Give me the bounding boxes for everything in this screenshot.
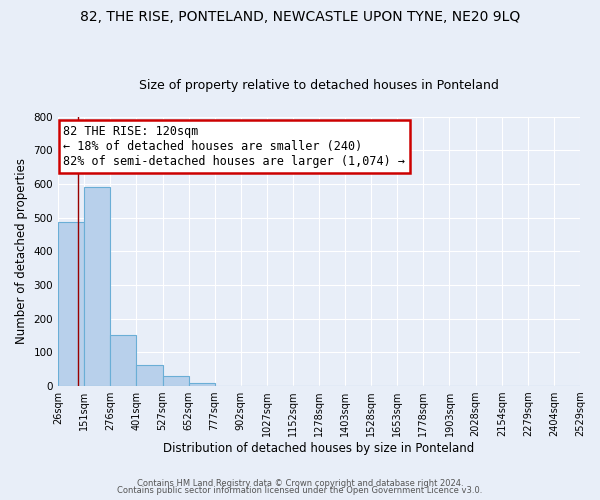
X-axis label: Distribution of detached houses by size in Ponteland: Distribution of detached houses by size … <box>163 442 475 455</box>
Bar <box>58 222 84 386</box>
Bar <box>110 336 136 386</box>
Bar <box>188 384 215 386</box>
Text: Contains HM Land Registry data © Crown copyright and database right 2024.: Contains HM Land Registry data © Crown c… <box>137 478 463 488</box>
Y-axis label: Number of detached properties: Number of detached properties <box>15 158 28 344</box>
Bar <box>136 365 163 386</box>
Bar <box>163 376 188 386</box>
Text: 82 THE RISE: 120sqm
← 18% of detached houses are smaller (240)
82% of semi-detac: 82 THE RISE: 120sqm ← 18% of detached ho… <box>63 125 405 168</box>
Bar <box>84 188 110 386</box>
Text: 82, THE RISE, PONTELAND, NEWCASTLE UPON TYNE, NE20 9LQ: 82, THE RISE, PONTELAND, NEWCASTLE UPON … <box>80 10 520 24</box>
Text: Contains public sector information licensed under the Open Government Licence v3: Contains public sector information licen… <box>118 486 482 495</box>
Title: Size of property relative to detached houses in Ponteland: Size of property relative to detached ho… <box>139 79 499 92</box>
